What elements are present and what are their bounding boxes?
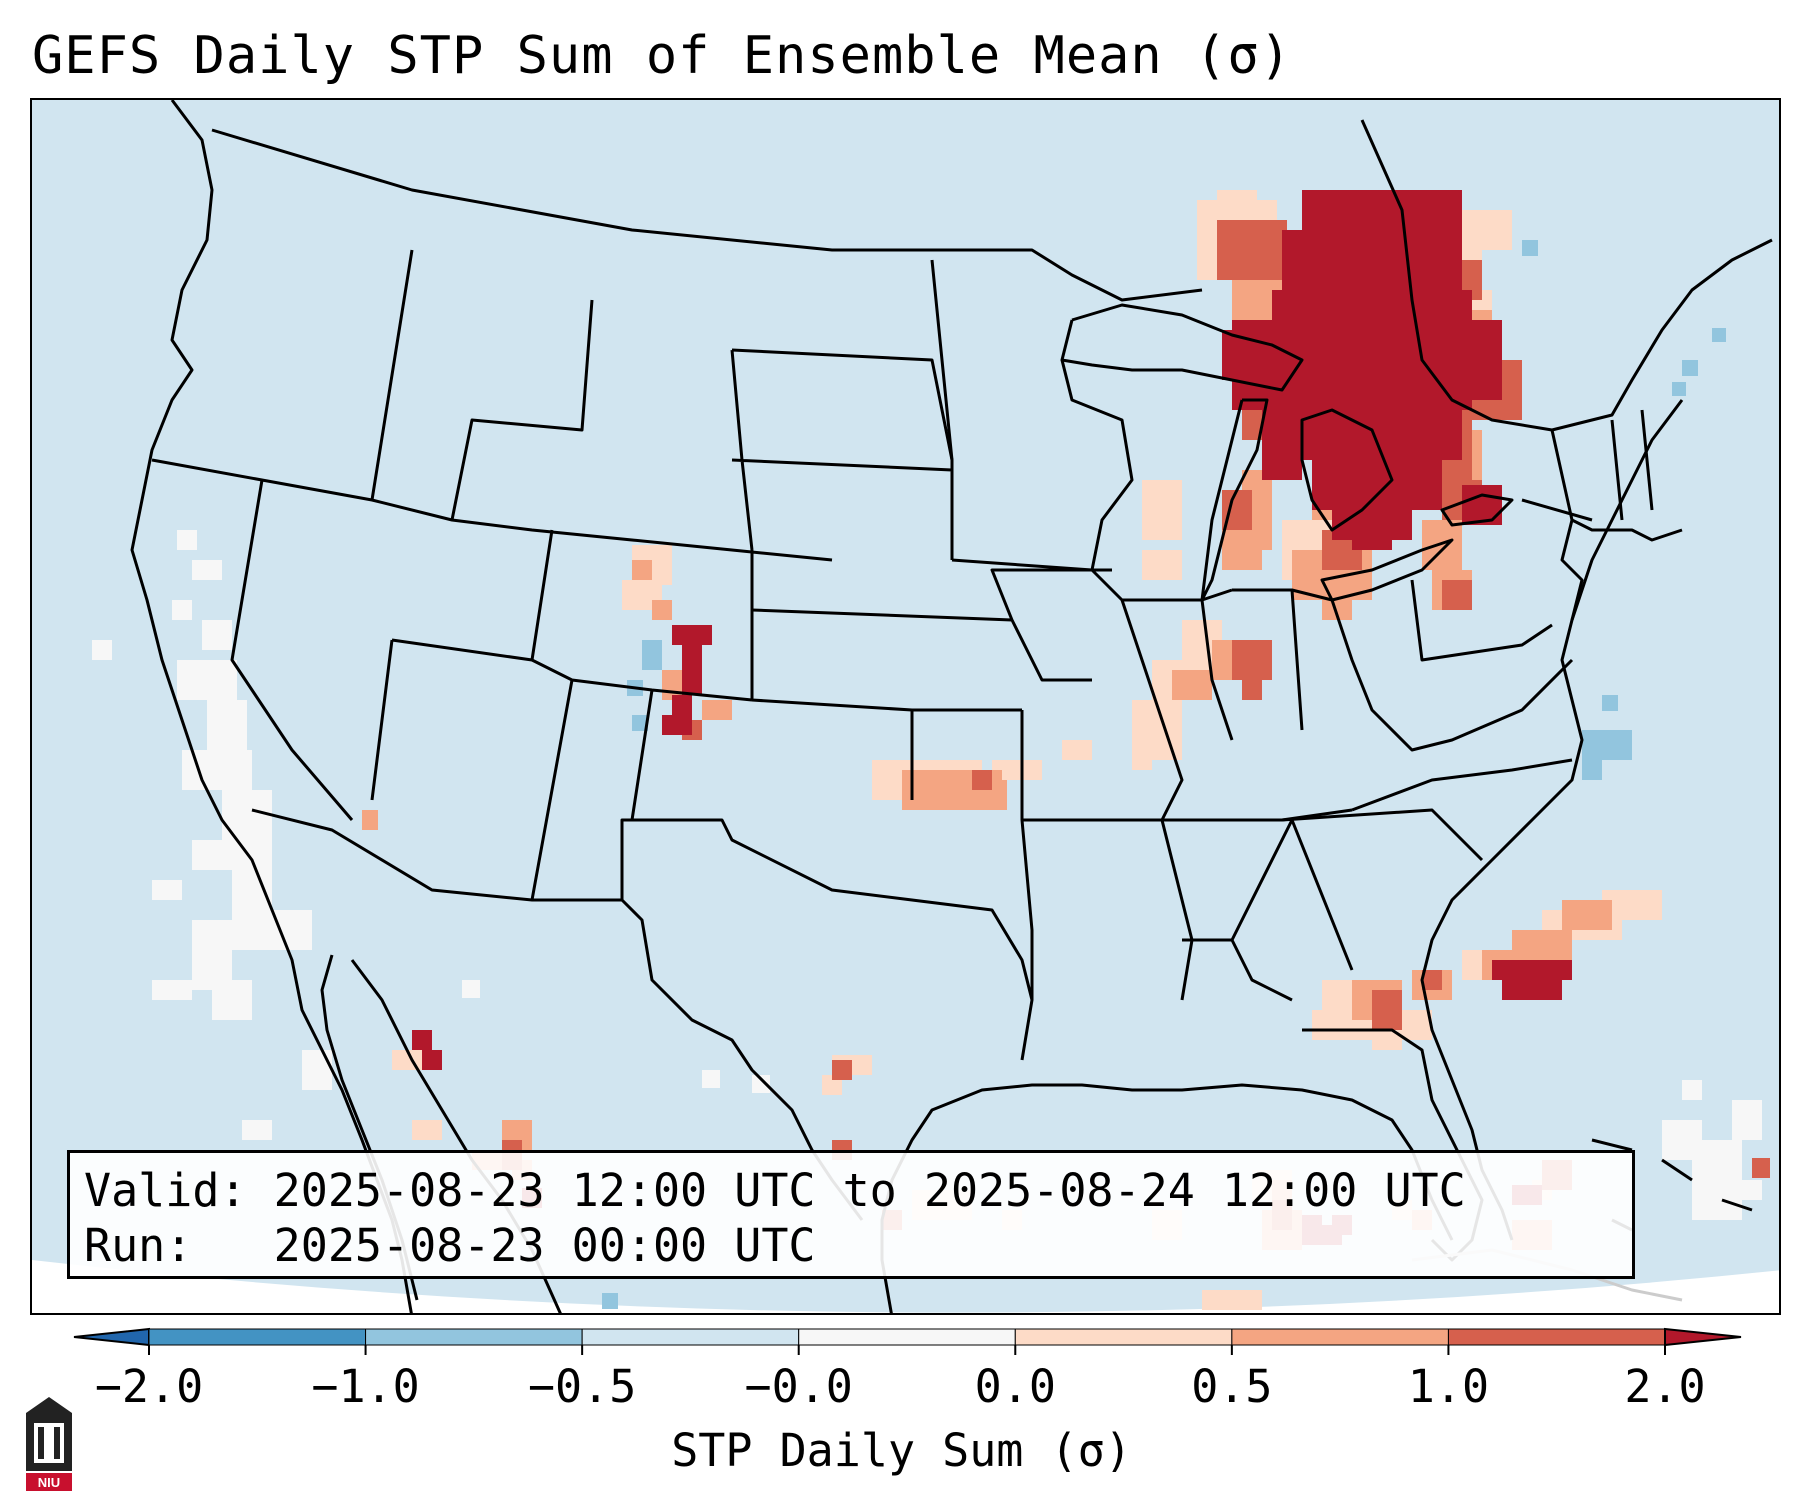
colorbar-bin: [365, 1328, 583, 1346]
colorbar-bins: [148, 1328, 1666, 1346]
field-near-zero-pacific: [92, 530, 1762, 1220]
lake-erie: [1320, 538, 1454, 602]
valid-label: Valid:: [84, 1164, 247, 1217]
colorbar-tick-label: −0.5: [527, 1360, 637, 1413]
map-svg: [32, 100, 1779, 1313]
atlantic-coastline: [1420, 399, 1684, 1241]
colorbar-bin: [148, 1328, 367, 1346]
colorbar-bin: [581, 1328, 800, 1346]
colorbar-bin: [1231, 1328, 1449, 1346]
texas-outline: [620, 818, 1034, 1061]
valid-value: 2025-08-23 12:00 UTC to 2025-08-24 12:00…: [273, 1164, 1466, 1217]
state-lines-plains: [730, 348, 1353, 1000]
pacific-coastline: [130, 100, 413, 1313]
valid-run-infobox: Valid: 2025-08-23 12:00 UTC to 2025-08-2…: [67, 1150, 1635, 1279]
lake-ontario: [1440, 493, 1514, 527]
lake-michigan: [1200, 398, 1269, 602]
colorbar-bin: [798, 1328, 1016, 1346]
state-lines-northeast: [1521, 409, 1683, 621]
great-lakes-superior: [1060, 303, 1304, 392]
colorbar-svg: [73, 1327, 1742, 1355]
map-title: GEFS Daily STP Sum of Ensemble Mean (σ): [32, 26, 1292, 86]
colorbar-tick-label: 0.0: [974, 1360, 1056, 1413]
colorbar-under-arrow: [73, 1327, 150, 1347]
run-label: Run:: [84, 1219, 193, 1272]
map-panel: [30, 98, 1781, 1315]
us-canada-border: [211, 128, 1203, 302]
colorbar-tick-label: 2.0: [1624, 1360, 1706, 1413]
niu-logo: NIU: [26, 1397, 72, 1491]
run-value: 2025-08-23 00:00 UTC: [273, 1219, 816, 1272]
colorbar-label: STP Daily Sum (σ): [671, 1424, 1132, 1477]
colorbar-tick-label: −1.0: [311, 1360, 420, 1413]
colorbar-bin: [1014, 1328, 1233, 1346]
lake-huron: [1300, 408, 1394, 532]
colorbar-tick-label: −0.0: [744, 1360, 853, 1413]
colorbar-tick-label: 1.0: [1407, 1360, 1490, 1413]
field-level-above-2.0: [412, 190, 1572, 1245]
map-projection-edge: [32, 1260, 1779, 1313]
colorbar-over-arrow: [1664, 1327, 1742, 1347]
caribbean-islands: [1591, 1138, 1753, 1232]
state-lines-midwest: [930, 259, 1574, 1002]
colorbar-tick-label: 0.5: [1191, 1360, 1273, 1413]
mexico-border: [251, 808, 864, 1221]
run-line: Run: 2025-08-23 00:00 UTC: [84, 1218, 1618, 1273]
colorbar-tick-label: −2.0: [94, 1360, 204, 1413]
colorbar-tickmarks: [148, 1345, 1666, 1355]
logo-text: NIU: [38, 1475, 60, 1490]
colorbar-bin: [1447, 1328, 1666, 1346]
map-background: [32, 100, 1779, 1313]
valid-line: Valid: 2025-08-23 12:00 UTC to 2025-08-2…: [84, 1163, 1618, 1218]
